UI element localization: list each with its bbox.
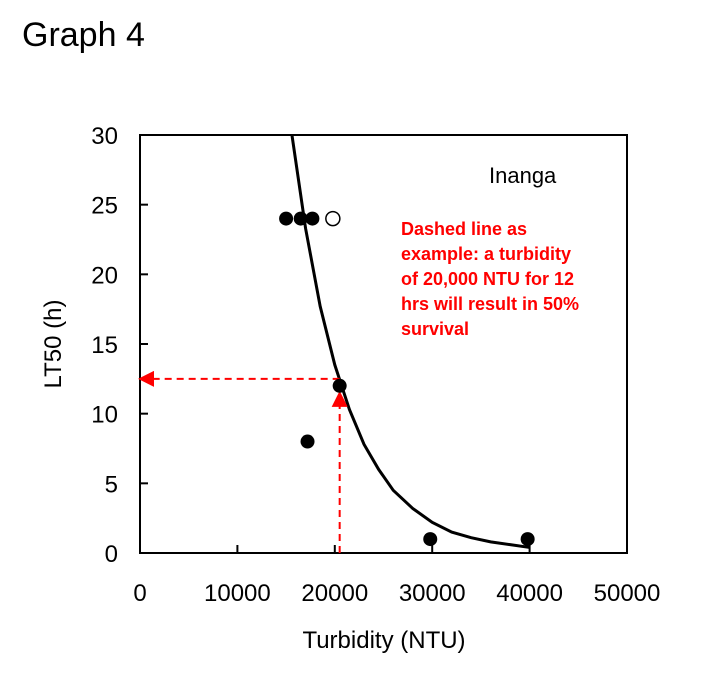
data-point	[305, 211, 320, 226]
x-tick-label: 50000	[594, 580, 661, 607]
fit-curve	[290, 134, 530, 549]
x-tick-label: 10000	[204, 580, 271, 607]
y-axis-label: LT50 (h)	[40, 300, 67, 389]
y-tick-label: 30	[91, 123, 118, 150]
data-point	[423, 532, 438, 547]
y-tick-label: 25	[91, 193, 118, 220]
data-point	[279, 211, 294, 226]
data-point	[300, 434, 315, 449]
y-tick-label: 15	[91, 332, 118, 359]
y-tick-label: 20	[91, 262, 118, 289]
y-tick-label: 5	[105, 471, 118, 498]
x-tick-label: 0	[133, 580, 146, 607]
x-tick-label: 20000	[301, 580, 368, 607]
species-label: Inanga	[489, 163, 557, 188]
annotation-note-line: hrs will result in 50%	[401, 294, 579, 314]
annotation-note-line: example: a turbidity	[401, 244, 571, 264]
y-tick-label: 10	[91, 402, 118, 429]
data-point	[293, 211, 308, 226]
graph-title: Graph 4	[22, 16, 145, 54]
x-tick-label: 40000	[496, 580, 563, 607]
annotation-note-line: survival	[401, 319, 469, 339]
x-axis-label: Turbidity (NTU)	[302, 627, 465, 654]
plot-area	[139, 134, 628, 554]
annotation-note-line: of 20,000 NTU for 12	[401, 269, 574, 289]
data-point	[520, 532, 535, 547]
x-tick-label: 30000	[399, 580, 466, 607]
annotation-note-line: Dashed line as	[401, 219, 527, 239]
data-point-open	[325, 210, 341, 227]
y-tick-label: 0	[105, 541, 118, 568]
data-point	[332, 378, 347, 393]
